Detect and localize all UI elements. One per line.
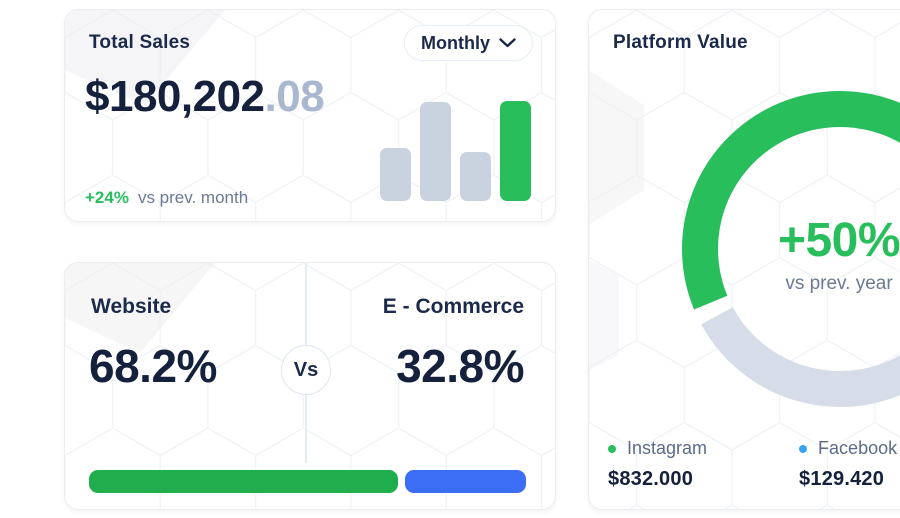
mini-bar-chart — [380, 101, 531, 201]
ecommerce-progress-bar — [404, 470, 526, 493]
card-title: Platform Value — [613, 32, 748, 53]
card-title: Total Sales — [89, 32, 191, 53]
mini-bar — [420, 102, 451, 201]
amount-cents: .08 — [264, 72, 325, 121]
ecommerce-value: 32.8% — [396, 340, 524, 392]
ecommerce-label: E - Commerce — [382, 295, 524, 318]
platform-delta-caption: vs prev. year — [785, 273, 893, 294]
legend-dot-facebook — [799, 444, 808, 453]
progress-row — [89, 470, 526, 493]
legend-dot-instagram — [608, 444, 616, 453]
website-progress-bar — [89, 470, 398, 493]
total-sales-card: Total Sales Monthly $180,202.08 +24% vs … — [64, 9, 556, 222]
delta-value: +24% — [85, 188, 129, 207]
delta-caption: vs prev. month — [137, 188, 249, 207]
mini-bar — [500, 101, 531, 201]
mini-bar — [380, 148, 411, 201]
donut-chart — [682, 90, 900, 407]
website-value: 68.2% — [89, 340, 217, 392]
channel-comparison-card: Website E - Commerce 68.2% 32.8% Vs — [64, 262, 556, 510]
amount-main: $180,202 — [85, 72, 265, 121]
donut-legend: Instagram $832.000 Facebook $129.420 — [608, 438, 897, 491]
mini-bar — [460, 152, 491, 201]
period-dropdown[interactable]: Monthly — [404, 25, 533, 61]
donut-segment-facebook — [701, 306, 900, 407]
legend-item-facebook: Facebook $129.420 — [799, 438, 897, 491]
delta-row: +24% vs prev. month — [85, 188, 248, 208]
legend-label: Instagram — [627, 438, 708, 458]
legend-label: Facebook — [818, 438, 898, 458]
legend-amount: $832.000 — [608, 468, 694, 490]
chevron-down-icon — [499, 38, 516, 48]
website-label: Website — [91, 295, 172, 318]
legend-amount: $129.420 — [799, 468, 885, 490]
platform-value-card: Platform Value +50% vs prev. year Instag… — [588, 9, 900, 510]
vs-label: Vs — [293, 358, 319, 381]
vs-badge: Vs — [281, 345, 331, 395]
legend-item-instagram: Instagram $832.000 — [608, 438, 707, 491]
donut-segment-instagram — [682, 90, 900, 310]
period-dropdown-value: Monthly — [421, 32, 490, 53]
platform-delta-value: +50% — [777, 214, 900, 267]
total-sales-amount: $180,202.08 — [85, 72, 325, 122]
